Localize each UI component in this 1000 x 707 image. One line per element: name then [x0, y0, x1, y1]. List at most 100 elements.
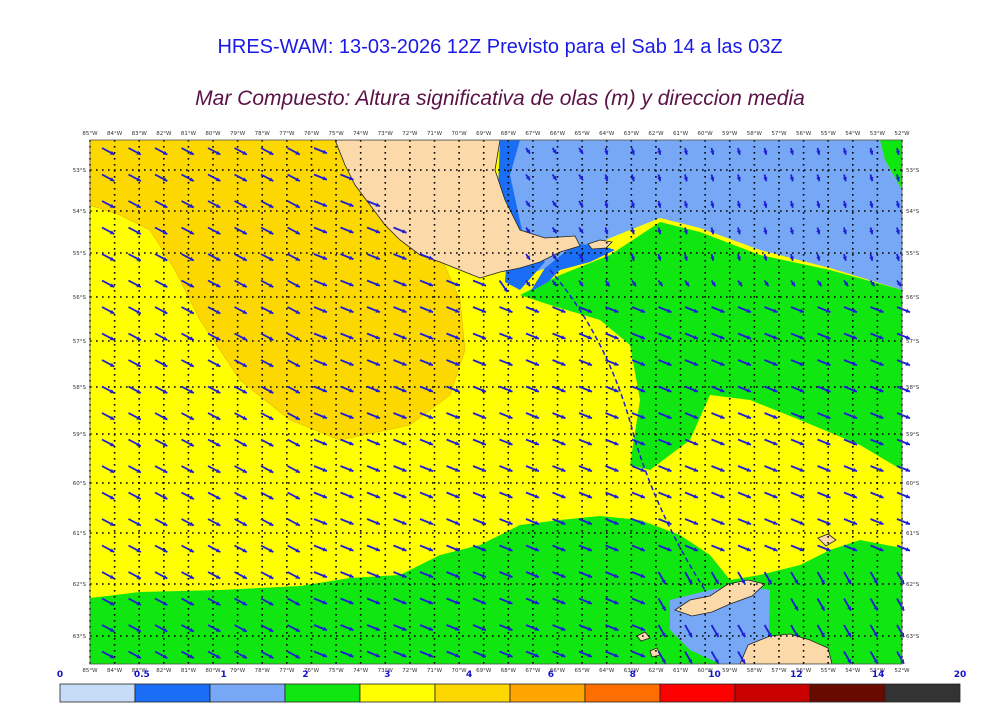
- lon-tick-label: 80°W: [205, 131, 221, 137]
- wave-direction-arrowhead: [587, 441, 592, 446]
- wave-direction-arrowhead: [428, 626, 433, 631]
- wave-direction-arrowhead: [322, 414, 327, 419]
- wave-direction-arrowhead: [162, 203, 168, 208]
- wave-direction-arrowhead: [746, 388, 751, 393]
- wave-direction-arrowhead: [349, 441, 354, 446]
- wave-direction-arrowhead: [215, 548, 221, 553]
- wave-direction-arrowhead: [683, 229, 688, 235]
- wave-direction-arrowhead: [268, 654, 274, 659]
- wave-direction-arrowhead: [561, 361, 566, 366]
- wave-direction-arrowhead: [189, 442, 194, 447]
- wave-direction-arrowhead: [481, 494, 486, 499]
- wave-direction-arrowhead: [587, 573, 592, 578]
- wave-direction-arrowhead: [268, 521, 274, 526]
- wave-direction-arrowhead: [630, 176, 635, 182]
- wave-direction-arrowhead: [688, 579, 692, 585]
- lon-tick-label: 85°W: [82, 668, 98, 674]
- wave-direction-arrowhead: [746, 335, 751, 340]
- wave-direction-arrowhead: [640, 361, 645, 366]
- wave-direction-arrowhead: [640, 335, 645, 340]
- axis-tick-labels: 85°W 85°W 84°W 84°W 83°W 83°W 82°W 82°W 81°W 81°W…: [73, 131, 920, 674]
- wave-direction-arrowhead: [428, 653, 433, 658]
- wave-direction-arrowhead: [561, 388, 566, 393]
- wave-direction-arrowhead: [587, 414, 592, 419]
- wave-direction-arrowhead: [869, 203, 874, 208]
- wave-direction-arrowhead: [322, 255, 327, 260]
- wave-direction-arrowhead: [215, 415, 221, 420]
- wave-direction-arrowhead: [295, 521, 300, 526]
- wave-direction-arrowhead: [661, 632, 666, 638]
- wave-direction-arrowhead: [215, 309, 221, 314]
- lat-tick-label: 56°S: [73, 295, 87, 301]
- wave-direction-arrowhead: [508, 335, 513, 340]
- wave-direction-arrowhead: [905, 414, 910, 419]
- colorbar-swatch: [134, 683, 211, 703]
- lat-tick-label: 53°S: [906, 168, 920, 174]
- wave-direction-arrowhead: [322, 520, 327, 525]
- wave-direction-arrowhead: [349, 494, 354, 499]
- wave-direction-arrowhead: [295, 256, 300, 261]
- wave-direction-arrowhead: [693, 388, 698, 393]
- wave-direction-arrowhead: [508, 388, 513, 393]
- wave-direction-arrowhead: [109, 362, 115, 367]
- wave-direction-arrowhead: [826, 547, 831, 552]
- wave-direction-arrowhead: [534, 335, 539, 340]
- wave-direction-arrowhead: [693, 335, 698, 340]
- lon-tick-label: 84°W: [107, 131, 123, 137]
- wave-direction-arrowhead: [215, 495, 221, 500]
- wave-direction-arrowhead: [657, 229, 662, 235]
- wave-direction-arrowhead: [189, 283, 194, 288]
- wave-direction-arrowhead: [852, 414, 857, 419]
- lon-tick-label: 52°W: [894, 131, 910, 137]
- wave-direction-arrowhead: [375, 229, 380, 234]
- wave-direction-arrowhead: [215, 150, 221, 155]
- wave-direction-arrowhead: [375, 520, 380, 525]
- lon-tick-label: 76°W: [304, 131, 320, 137]
- lon-tick-label: 71°W: [427, 668, 443, 674]
- lon-tick-label: 77°W: [279, 131, 295, 137]
- wave-direction-arrowhead: [552, 281, 557, 287]
- wave-direction-arrowhead: [428, 547, 433, 552]
- wave-direction-arrowhead: [189, 521, 194, 526]
- wave-direction-arrowhead: [481, 626, 486, 631]
- lon-tick-label: 70°W: [451, 131, 467, 137]
- wave-direction-arrowhead: [428, 308, 433, 313]
- wave-direction-arrowhead: [295, 389, 300, 394]
- wave-direction-arrowhead: [215, 362, 221, 367]
- wave-direction-arrowhead: [375, 626, 380, 631]
- wave-direction-arrowhead: [268, 362, 274, 367]
- wave-direction-arrowhead: [817, 281, 822, 287]
- wave-direction-arrowhead: [402, 626, 407, 631]
- wave-direction-arrowhead: [295, 627, 300, 632]
- wave-direction-arrowhead: [189, 230, 194, 235]
- wave-direction-arrowhead: [268, 389, 274, 394]
- wave-direction-arrowhead: [215, 283, 221, 288]
- lon-tick-label: 65°W: [575, 131, 591, 137]
- wave-direction-arrowhead: [667, 467, 672, 472]
- lon-tick-label: 76°W: [304, 668, 320, 674]
- wave-direction-arrowhead: [162, 574, 168, 579]
- lon-tick-label: 68°W: [501, 131, 517, 137]
- wave-direction-arrowhead: [215, 389, 221, 394]
- wave-direction-arrowhead: [508, 573, 513, 578]
- wave-direction-arrowhead: [852, 308, 857, 313]
- wave-direction-arrowhead: [826, 388, 831, 393]
- wave-direction-arrowhead: [481, 282, 486, 287]
- wave-direction-arrowhead: [820, 579, 825, 585]
- wave-direction-arrowhead: [189, 548, 194, 553]
- wave-direction-arrowhead: [109, 521, 115, 526]
- wave-direction-arrowhead: [136, 574, 141, 579]
- wave-direction-arrowhead: [375, 653, 380, 658]
- wave-direction-arrowhead: [455, 494, 460, 499]
- wave-direction-arrowhead: [534, 520, 539, 525]
- lon-tick-label: 73°W: [378, 131, 394, 137]
- wave-direction-arrowhead: [720, 494, 725, 499]
- wave-direction-arrowhead: [895, 256, 900, 261]
- wave-direction-arrowhead: [162, 256, 168, 261]
- lon-tick-label: 62°W: [648, 131, 664, 137]
- wave-direction-arrowhead: [852, 547, 857, 552]
- wave-direction-arrowhead: [242, 574, 247, 579]
- wave-direction-arrowhead: [667, 388, 672, 393]
- dashed-track-line: [549, 269, 706, 591]
